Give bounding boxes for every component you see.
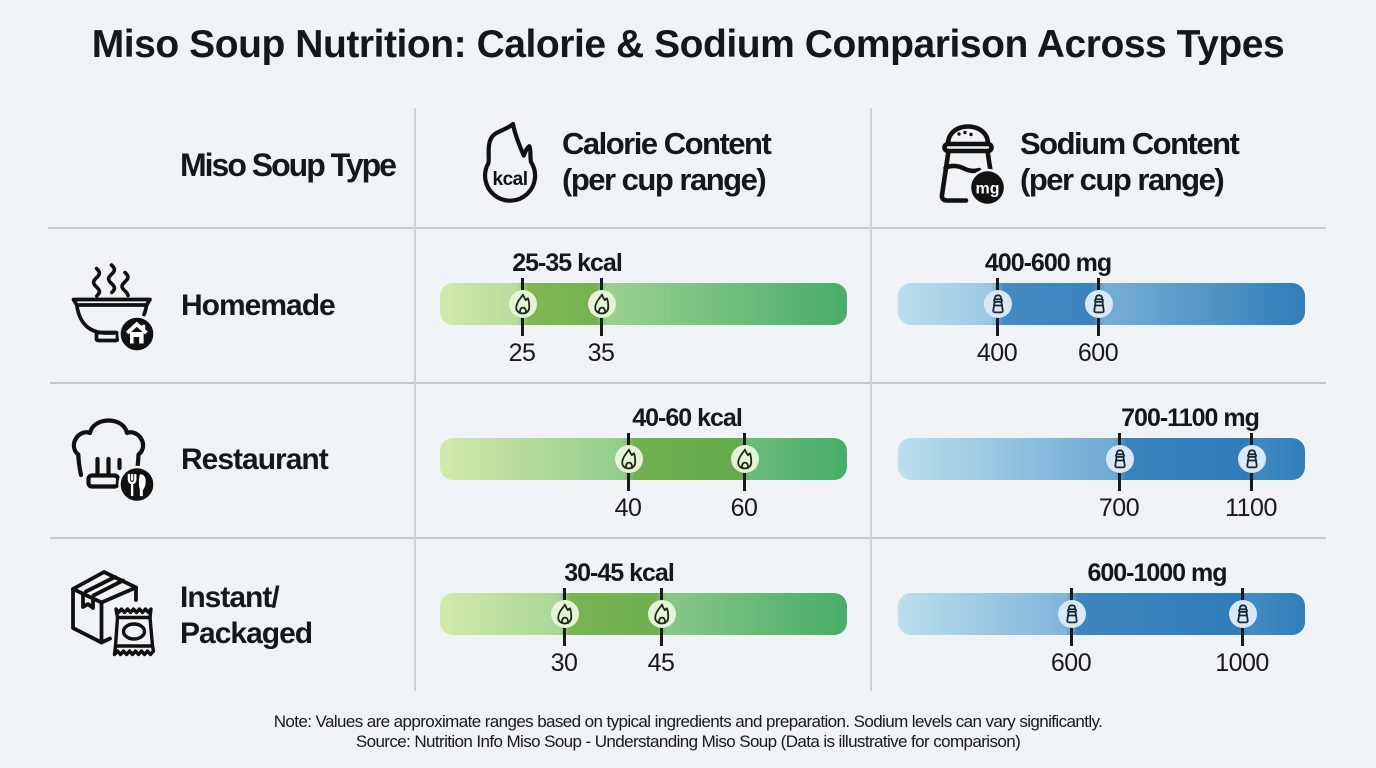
svg-text:mg: mg — [976, 181, 1000, 198]
svg-text:kcal: kcal — [493, 169, 528, 190]
